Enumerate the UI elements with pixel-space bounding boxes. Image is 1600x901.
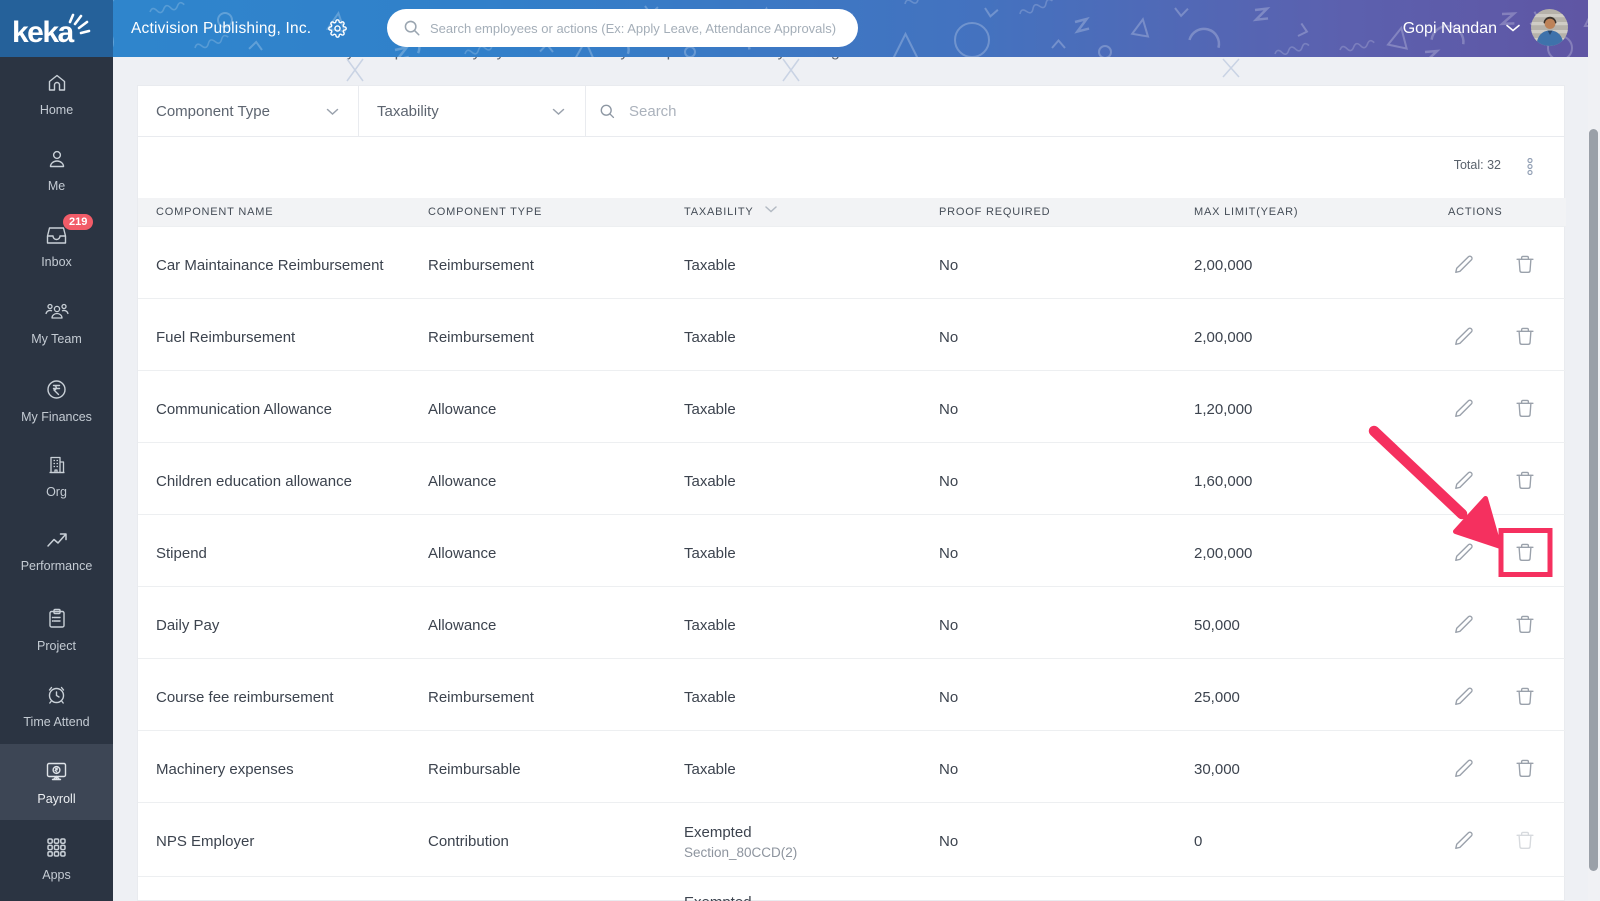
svg-text:keka: keka [12, 16, 75, 49]
